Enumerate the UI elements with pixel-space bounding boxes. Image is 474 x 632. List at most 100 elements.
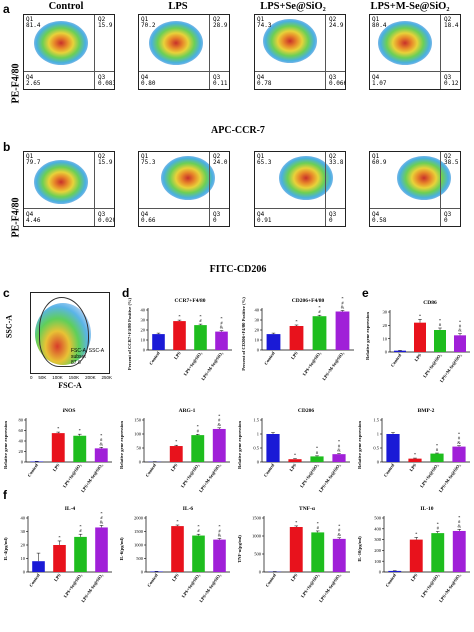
flow-a-xlabel: APC-CCR-7 — [211, 125, 265, 136]
quadrant-name: Q3 — [98, 211, 106, 218]
panel-label-b: b — [3, 140, 11, 154]
category-label: LPS+Se@SiO₂ — [63, 572, 84, 598]
chart-title: iNOS — [63, 408, 76, 414]
bar-3 — [454, 335, 466, 352]
bar-0 — [386, 434, 400, 462]
quadrant-q4: Q4 4.46 — [26, 212, 40, 224]
category-label: Control — [146, 572, 159, 588]
y-tick-label: 30 — [383, 310, 388, 315]
significance-mark: & — [218, 533, 222, 538]
bar-2 — [194, 325, 207, 350]
y-tick-label: 10 — [141, 338, 146, 343]
y-tick-label: 30 — [21, 529, 26, 534]
category-label: Control — [384, 572, 397, 588]
chart-ylabel: Relative gene expression — [357, 421, 362, 469]
flow-b-plot: Q1 60.9 Q2 38.5 Q3 0 Q4 0.58 — [369, 151, 461, 227]
quadrant-q4: Q4 0.78 — [257, 75, 271, 87]
chart-ylabel: Relative gene expression — [119, 421, 124, 469]
quadrant-name: Q4 — [372, 211, 380, 218]
quadrant-name: Q1 — [141, 153, 149, 160]
y-tick-label: 1.5 — [253, 418, 259, 423]
y-tick-label: 100 — [134, 432, 142, 437]
chart-title: CD206+F4/80 — [292, 298, 325, 304]
gate-c-tick: 0 — [30, 375, 33, 380]
quadrant-vline — [325, 15, 326, 89]
y-tick-label: 0 — [257, 460, 260, 465]
significance-mark: * — [57, 426, 60, 431]
bar-2 — [310, 456, 324, 462]
quadrant-name: Q2 — [444, 16, 452, 23]
flow-density-cloud — [149, 21, 203, 65]
chart-title: BMP-2 — [418, 408, 435, 414]
chart-e3: ARG-1 Relative gene expression 0 50 100 150 Co… — [119, 408, 230, 493]
chart-title: CCR7+F4/80 — [175, 298, 206, 304]
y-tick-label: 0 — [21, 460, 24, 465]
quadrant-q3: Q3 0 — [444, 212, 451, 224]
significance-mark: # — [437, 526, 440, 531]
bar-2 — [74, 536, 87, 572]
category-label: Control — [383, 462, 396, 478]
panel-label-e: e — [362, 286, 369, 300]
chart-e4: CD206 Relative gene expression 0 0.5 1 1.5 Con… — [237, 408, 350, 493]
gate-c-ticks: 0 50K 100K 150K 200K 250K — [30, 375, 112, 380]
quadrant-value: 24.0 — [213, 159, 228, 166]
chart-ylabel: Relative gene expression — [3, 421, 8, 469]
y-tick-label: 1500 — [134, 529, 144, 534]
significance-mark: & — [217, 422, 221, 427]
flow-density-cloud — [34, 21, 88, 65]
quadrant-q3: Q3 0 — [329, 212, 336, 224]
category-label: LPS+M-Se@SiO₂ — [198, 462, 222, 493]
significance-mark: * — [79, 524, 82, 529]
quadrant-value: 1.07 — [372, 80, 387, 87]
bar-1 — [289, 326, 304, 350]
significance-mark: * — [295, 520, 298, 525]
bar-0 — [32, 561, 45, 572]
quadrant-q4: Q4 0.66 — [141, 212, 155, 224]
y-tick-label: 500 — [136, 556, 144, 561]
significance-mark: # — [79, 528, 82, 533]
bar-3 — [213, 539, 226, 572]
significance-mark: * — [100, 433, 103, 438]
bar-3 — [95, 527, 108, 572]
y-tick-label: 20 — [255, 328, 260, 333]
y-tick-label: 40 — [255, 308, 260, 313]
y-tick-label: 30 — [141, 318, 146, 323]
chart-ylabel: TNF-α(pg/ml) — [237, 535, 242, 563]
quadrant-value: 80.4 — [372, 22, 387, 29]
y-tick-label: 60 — [19, 428, 24, 433]
y-tick-label: 0 — [139, 460, 142, 465]
category-label: LPS+M-Se@SiO₂ — [80, 462, 104, 493]
y-tick-label: 10 — [21, 556, 26, 561]
category-label: LPS — [408, 462, 417, 472]
bar-0 — [152, 334, 165, 350]
significance-mark: * — [338, 523, 341, 528]
quadrant-q2: Q2 15.9 — [98, 154, 112, 166]
significance-mark: # — [218, 528, 221, 533]
bar-1 — [51, 433, 65, 462]
significance-mark: & — [220, 325, 224, 330]
significance-mark: * — [79, 428, 82, 433]
bar-3 — [94, 448, 108, 462]
quadrant-hline — [255, 71, 345, 72]
quadrant-name: Q3 — [329, 211, 337, 218]
bar-0 — [30, 461, 44, 462]
quadrant-name: Q1 — [372, 16, 380, 23]
y-tick-label: 300 — [374, 537, 382, 542]
quadrant-value: 15.9 — [98, 159, 113, 166]
y-tick-label: 0 — [259, 570, 262, 575]
significance-mark: & — [99, 441, 103, 446]
quadrant-vline — [94, 15, 95, 89]
quadrant-value: 0.78 — [257, 80, 272, 87]
y-tick-label: 50 — [137, 446, 142, 451]
quadrant-q4: Q4 0.91 — [257, 212, 271, 224]
quadrant-hline — [370, 208, 460, 209]
significance-mark: # — [338, 528, 341, 533]
quadrant-value: 79.7 — [26, 159, 41, 166]
category-label: Control — [264, 572, 277, 588]
significance-mark: * — [218, 524, 221, 529]
quadrant-name: Q1 — [257, 16, 265, 23]
y-tick-label: 1500 — [252, 516, 262, 521]
significance-mark: * — [415, 531, 418, 536]
flow-density-cloud — [161, 156, 215, 200]
chart-title: IL-6 — [183, 506, 194, 512]
